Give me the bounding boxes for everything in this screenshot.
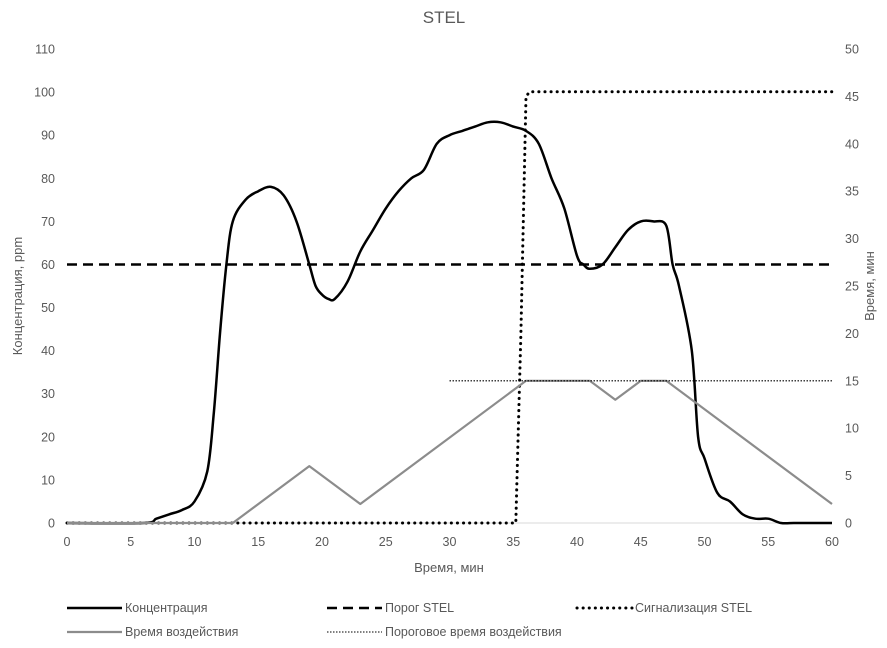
series-layer [65, 90, 834, 525]
x-tick-label: 60 [825, 535, 839, 549]
legend-item: Время воздействия [67, 625, 238, 639]
legend-label: Концентрация [125, 601, 208, 615]
x-tick-label: 35 [506, 535, 520, 549]
legend-label: Пороговое время воздействия [385, 625, 562, 639]
series-line-1 [66, 120, 832, 525]
y-tick-labels: 0 10 20 30 40 50 60 70 80 90 100 110 [34, 43, 55, 531]
y-tick-label: 40 [41, 344, 55, 358]
legend-item: Сигнализация STEL [575, 601, 752, 615]
y-tick-label: 50 [41, 301, 55, 315]
y-tick-label: 90 [41, 129, 55, 143]
legend-label: Сигнализация STEL [635, 601, 752, 615]
y2-tick-label: 0 [845, 517, 852, 531]
x-tick-label: 5 [127, 535, 134, 549]
y2-tick-label: 45 [845, 90, 859, 104]
x-tick-label: 55 [761, 535, 775, 549]
y2-tick-label: 50 [845, 43, 859, 57]
y2-tick-label: 25 [845, 280, 859, 294]
y-tick-label: 80 [41, 172, 55, 186]
y2-tick-label: 40 [845, 137, 859, 151]
x-tick-label: 30 [443, 535, 457, 549]
y-tick-label: 70 [41, 215, 55, 229]
x-tick-label: 50 [698, 535, 712, 549]
y-tick-label: 30 [41, 387, 55, 401]
y2-tick-label: 15 [845, 374, 859, 388]
y-tick-label: 20 [41, 430, 55, 444]
y-tick-label: 100 [34, 86, 55, 100]
y-tick-label: 0 [48, 517, 55, 531]
x-tick-label: 10 [188, 535, 202, 549]
y2-tick-label: 35 [845, 185, 859, 199]
y-tick-label: 10 [41, 473, 55, 487]
series-line-4 [67, 379, 833, 525]
legend-label: Порог STEL [385, 601, 454, 615]
y2-axis-label: Время, мин [862, 251, 877, 321]
legend-item: Порог STEL [327, 601, 454, 615]
y-tick-label: 110 [35, 43, 55, 57]
legend-item: Концентрация [67, 601, 208, 615]
series-line-3 [65, 90, 834, 525]
x-axis-label: Время, мин [414, 560, 484, 575]
legend-label: Время воздействия [125, 625, 238, 639]
x-tick-label: 25 [379, 535, 393, 549]
x-tick-label: 0 [64, 535, 71, 549]
y-tick-label: 60 [41, 258, 55, 272]
legend-item: Пороговое время воздействия [327, 625, 562, 639]
legend: Концентрация Порог STEL Сигнализация STEL В… [67, 601, 752, 639]
y2-tick-labels: 0 5 10 15 20 25 30 35 40 45 50 [845, 43, 859, 531]
y-axis-label: Концентрация, ppm [10, 237, 25, 355]
x-tick-label: 15 [251, 535, 265, 549]
x-tick-labels: 0 5 10 15 20 25 30 35 40 45 50 55 60 [64, 535, 839, 549]
y2-tick-label: 30 [845, 232, 859, 246]
y2-tick-label: 10 [845, 422, 859, 436]
y2-tick-label: 5 [845, 469, 852, 483]
y2-tick-label: 20 [845, 327, 859, 341]
x-tick-label: 20 [315, 535, 329, 549]
x-tick-label: 40 [570, 535, 584, 549]
chart-title: STEL [423, 8, 466, 27]
x-tick-label: 45 [634, 535, 648, 549]
